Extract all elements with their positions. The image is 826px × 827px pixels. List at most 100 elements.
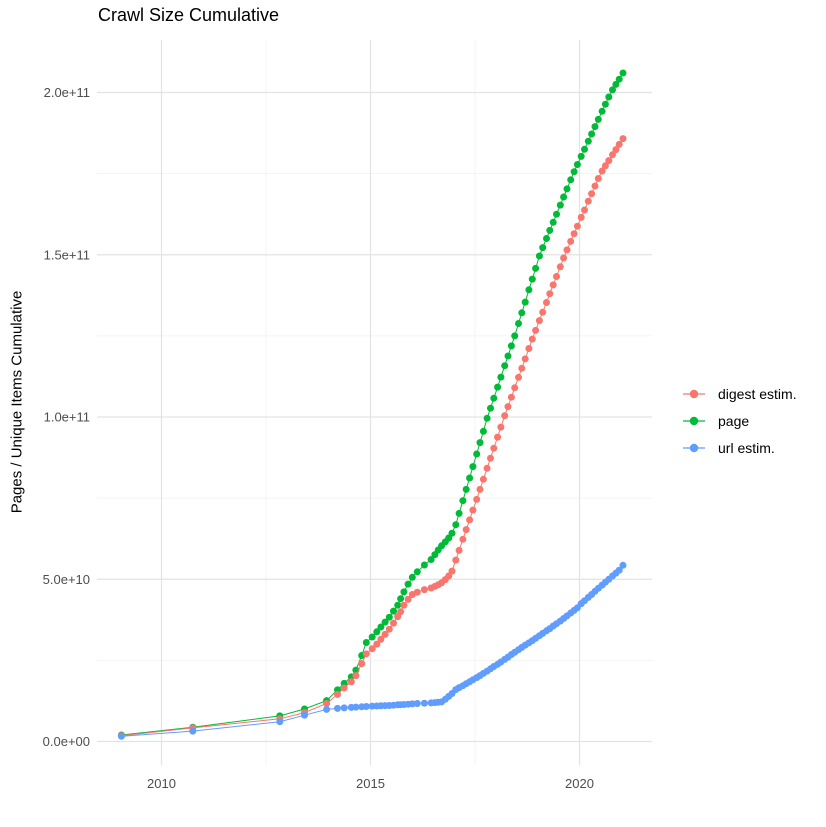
- data-point: [455, 509, 463, 517]
- data-point: [594, 115, 602, 123]
- data-point: [445, 572, 453, 580]
- data-point: [497, 373, 505, 381]
- data-point: [340, 684, 348, 692]
- data-point: [347, 678, 355, 686]
- data-point: [543, 235, 550, 242]
- data-point: [408, 573, 416, 581]
- data-point: [490, 444, 498, 452]
- data-point: [553, 273, 560, 280]
- data-point: [334, 704, 341, 712]
- chart-title: Crawl Size Cumulative: [98, 5, 280, 25]
- data-point: [573, 222, 581, 230]
- data-point: [390, 607, 397, 615]
- y-tick-label: 1.5e+11: [44, 247, 90, 262]
- data-point: [598, 167, 606, 175]
- data-point: [511, 332, 519, 340]
- data-point: [276, 718, 284, 726]
- data-point: [381, 618, 389, 626]
- data-point: [459, 497, 467, 505]
- data-point: [427, 556, 435, 563]
- data-point: [605, 157, 613, 165]
- data-point: [532, 326, 540, 334]
- legend-key-icon: [683, 389, 705, 398]
- data-point: [397, 608, 405, 616]
- data-point: [497, 423, 505, 431]
- data-point: [511, 384, 519, 392]
- data-point: [373, 640, 381, 648]
- data-point: [479, 475, 487, 483]
- data-point: [483, 414, 491, 422]
- data-point: [501, 362, 509, 370]
- data-point: [521, 355, 529, 363]
- data-point: [448, 529, 456, 537]
- data-point: [469, 506, 477, 514]
- data-point: [615, 75, 623, 83]
- data-point: [362, 650, 370, 658]
- y-tick-label: 0.0e+00: [43, 734, 90, 749]
- data-point: [494, 433, 502, 441]
- data-point: [601, 100, 609, 108]
- data-point: [584, 137, 592, 145]
- data-point: [567, 176, 575, 184]
- legend-item: page: [682, 407, 797, 434]
- data-point: [490, 394, 498, 402]
- data-point: [609, 86, 616, 94]
- data-point: [323, 705, 331, 713]
- data-point: [563, 246, 571, 254]
- data-point: [598, 107, 606, 115]
- data-point: [549, 281, 557, 289]
- data-point: [466, 474, 474, 482]
- data-point: [619, 561, 627, 569]
- legend: digest estim. page url estim.: [682, 380, 797, 461]
- data-point: [591, 123, 599, 131]
- data-point: [385, 625, 393, 633]
- data-point: [473, 450, 481, 458]
- data-point: [487, 454, 494, 462]
- data-point: [452, 521, 460, 529]
- data-point: [581, 145, 588, 153]
- data-point: [455, 546, 463, 554]
- legend-label: page: [718, 412, 750, 429]
- legend-item: digest estim.: [682, 380, 797, 407]
- data-point: [504, 403, 512, 411]
- data-point: [553, 210, 560, 218]
- data-point: [535, 317, 543, 325]
- data-point: [570, 230, 578, 238]
- data-point: [117, 732, 125, 740]
- data-point: [507, 342, 515, 350]
- data-point: [601, 162, 609, 170]
- data-point: [368, 645, 376, 653]
- data-point: [301, 711, 308, 719]
- data-point: [528, 275, 536, 283]
- data-point: [462, 485, 470, 493]
- data-point: [404, 580, 412, 588]
- data-point: [507, 393, 515, 401]
- data-point: [573, 161, 581, 168]
- data-point: [404, 595, 412, 603]
- data-point: [413, 588, 421, 596]
- data-point: [340, 704, 348, 712]
- data-point: [362, 639, 370, 646]
- data-point: [390, 619, 397, 627]
- data-point: [619, 135, 627, 143]
- legend-item: url estim.: [682, 434, 797, 461]
- data-point: [420, 699, 428, 707]
- legend-label: digest estim.: [718, 385, 797, 402]
- data-point: [189, 727, 197, 735]
- data-point: [352, 672, 360, 680]
- data-point: [543, 299, 550, 306]
- y-tick-label: 2.0e+11: [44, 85, 90, 100]
- data-point: [615, 140, 623, 148]
- data-point: [377, 635, 385, 643]
- legend-key-icon: [683, 416, 705, 425]
- data-point: [334, 690, 341, 698]
- data-point: [567, 237, 575, 245]
- data-point: [501, 412, 509, 420]
- data-point: [473, 495, 481, 503]
- data-point: [560, 193, 568, 201]
- data-point: [368, 633, 376, 641]
- data-point: [532, 264, 540, 272]
- data-point: [400, 601, 408, 609]
